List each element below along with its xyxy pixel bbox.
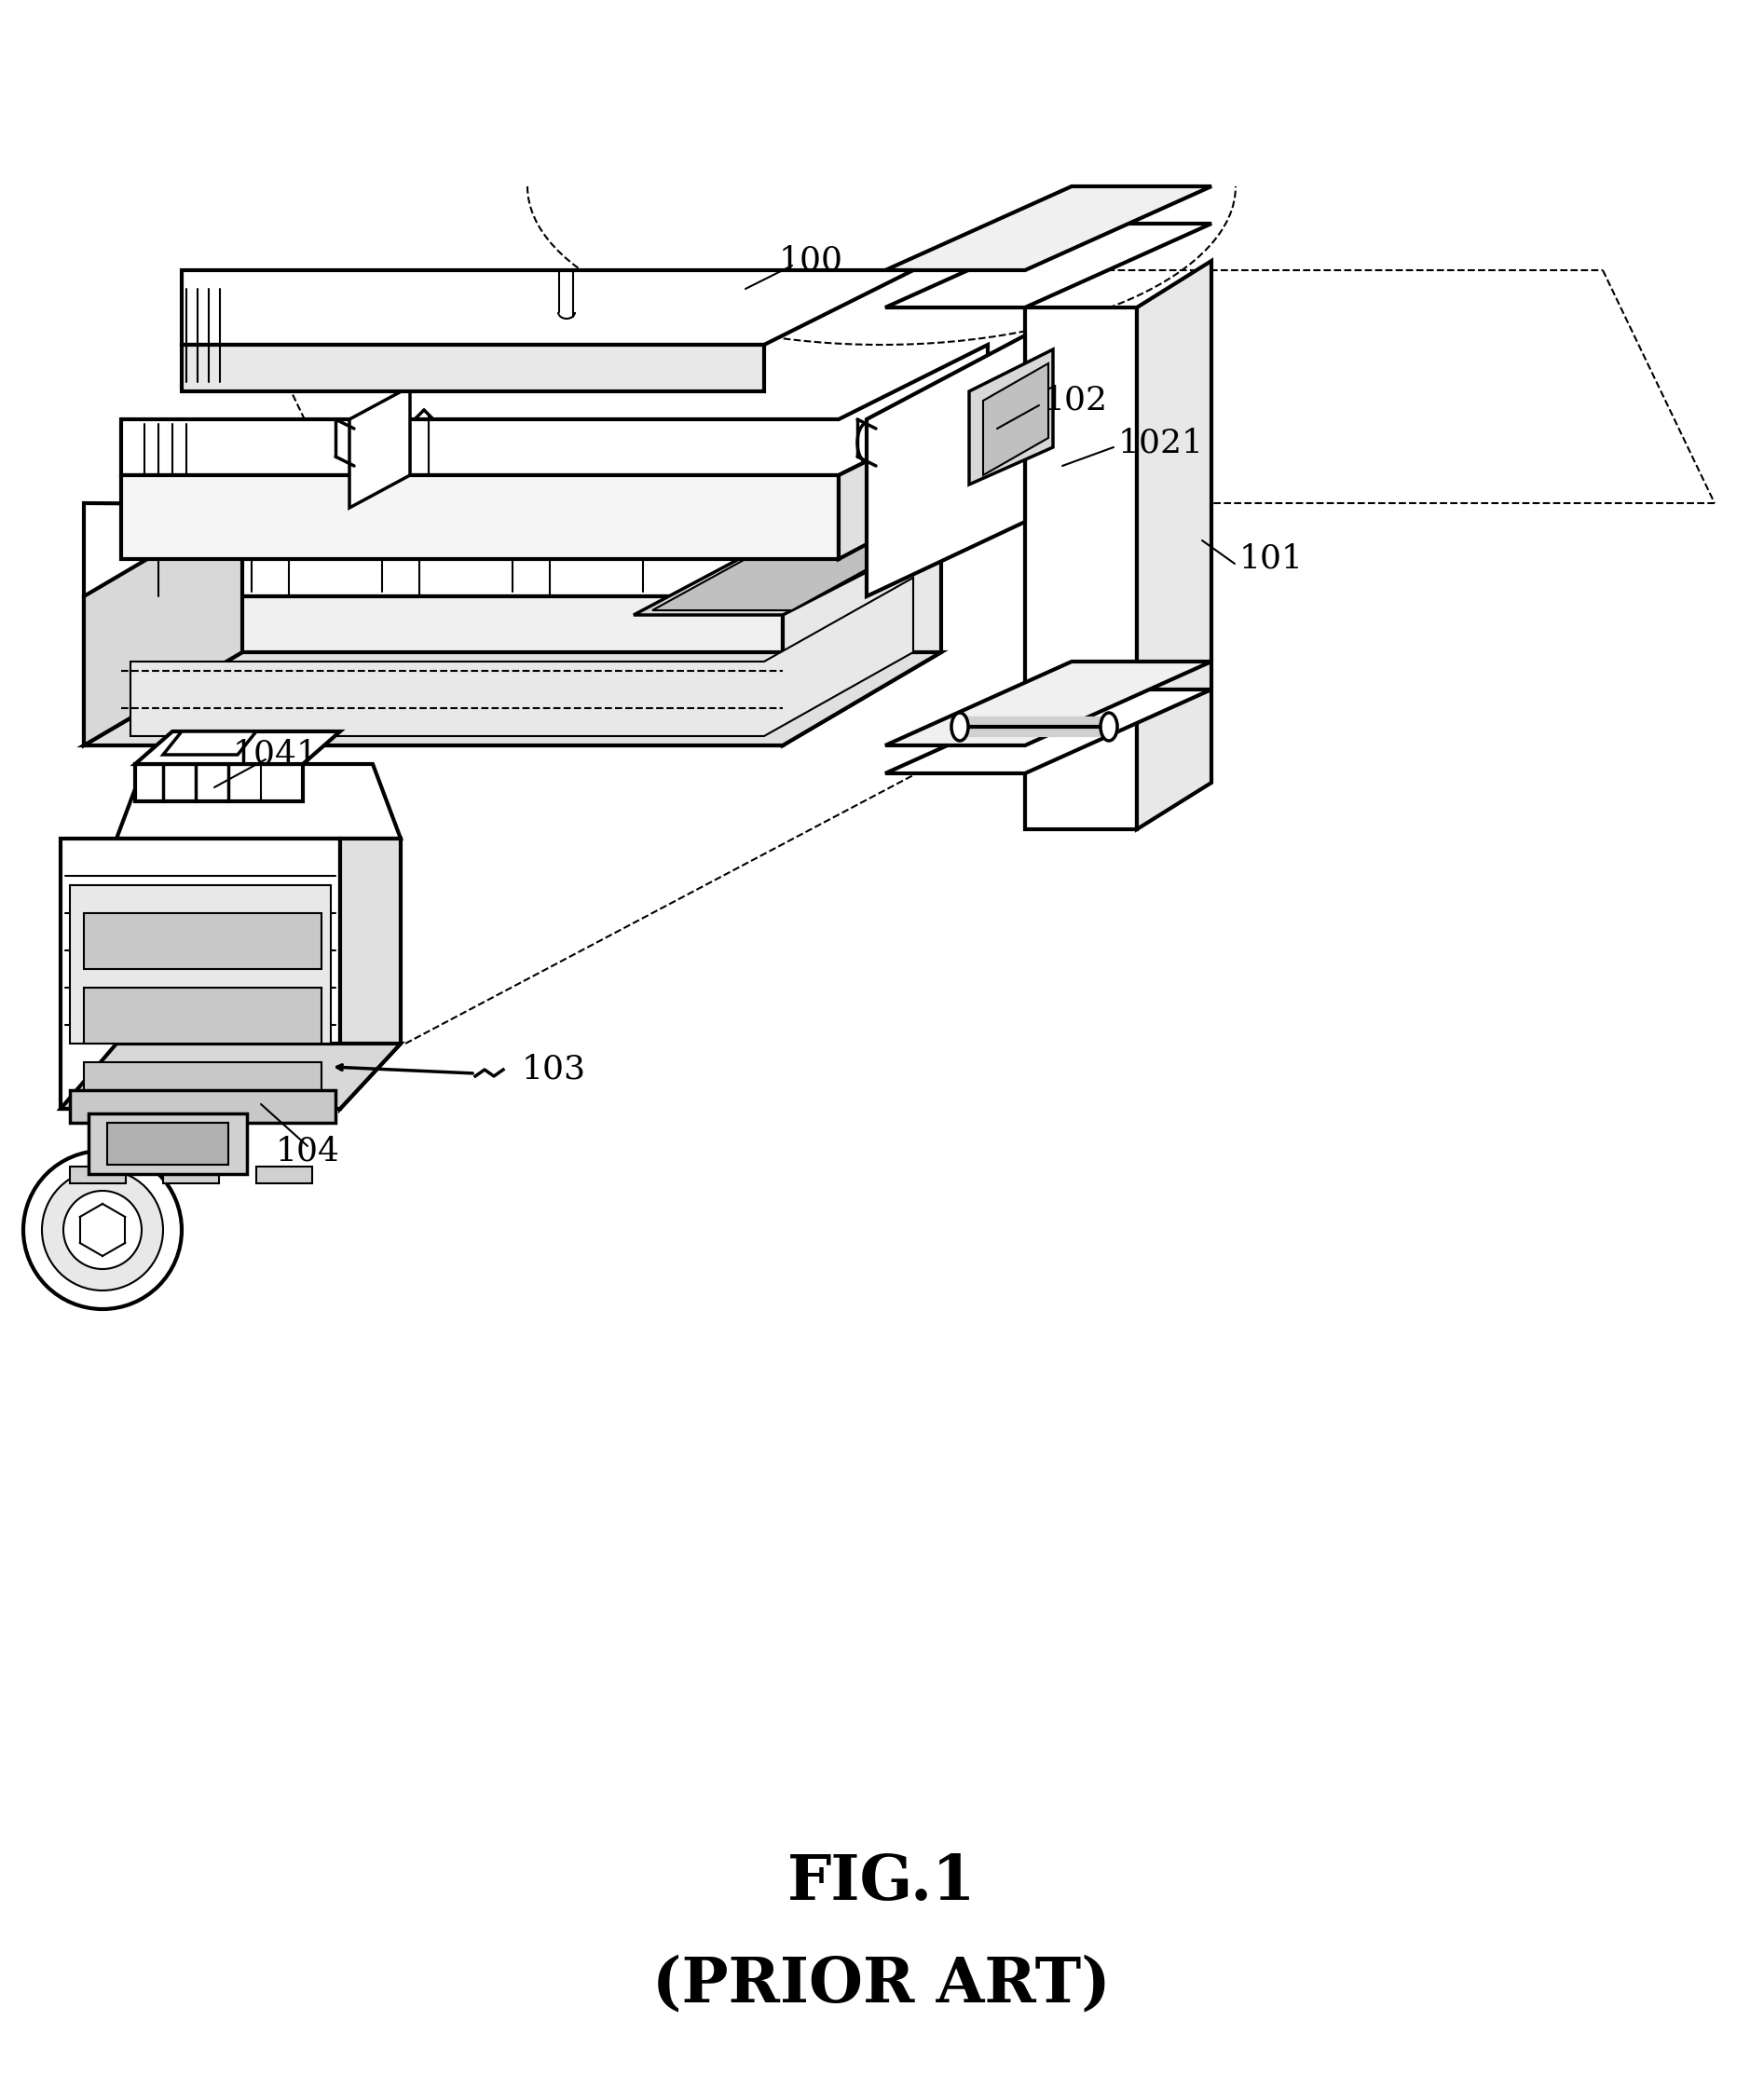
- Polygon shape: [136, 765, 303, 802]
- Circle shape: [23, 1151, 182, 1310]
- Polygon shape: [886, 224, 1212, 307]
- Polygon shape: [85, 652, 942, 746]
- Polygon shape: [122, 474, 838, 560]
- Bar: [71, 1166, 125, 1182]
- Polygon shape: [886, 186, 1212, 269]
- Polygon shape: [182, 345, 764, 391]
- Polygon shape: [340, 838, 400, 1109]
- Polygon shape: [886, 662, 1212, 746]
- Polygon shape: [71, 1090, 335, 1122]
- Text: 104: 104: [275, 1134, 340, 1166]
- Polygon shape: [71, 886, 332, 1044]
- Polygon shape: [886, 689, 1212, 773]
- Polygon shape: [633, 535, 937, 614]
- Polygon shape: [866, 336, 1025, 595]
- Text: 100: 100: [778, 244, 843, 276]
- Text: 101: 101: [1240, 543, 1304, 574]
- Circle shape: [64, 1191, 141, 1268]
- Polygon shape: [256, 520, 358, 551]
- Polygon shape: [85, 913, 321, 969]
- Polygon shape: [383, 520, 485, 551]
- Text: 102: 102: [1044, 384, 1108, 416]
- Bar: [162, 1166, 219, 1182]
- Polygon shape: [983, 363, 1048, 474]
- Polygon shape: [85, 595, 783, 746]
- Polygon shape: [1025, 307, 1136, 829]
- Polygon shape: [162, 731, 256, 754]
- Polygon shape: [136, 731, 340, 765]
- Polygon shape: [85, 1061, 321, 1118]
- Polygon shape: [122, 345, 988, 474]
- Polygon shape: [633, 520, 736, 551]
- Polygon shape: [653, 539, 923, 610]
- Polygon shape: [131, 579, 914, 735]
- Bar: [256, 1166, 312, 1182]
- Polygon shape: [85, 503, 242, 746]
- Ellipse shape: [1101, 712, 1117, 742]
- Text: (PRIOR ART): (PRIOR ART): [653, 1955, 1111, 2016]
- Text: 103: 103: [522, 1053, 586, 1086]
- Polygon shape: [838, 401, 988, 560]
- Polygon shape: [60, 1044, 400, 1109]
- Ellipse shape: [951, 712, 968, 742]
- Polygon shape: [968, 349, 1053, 485]
- Text: FIG.1: FIG.1: [787, 1851, 975, 1911]
- Polygon shape: [60, 838, 340, 1109]
- Polygon shape: [783, 503, 942, 746]
- Polygon shape: [108, 1122, 228, 1166]
- Polygon shape: [131, 520, 233, 551]
- Text: 1021: 1021: [1118, 426, 1205, 457]
- Polygon shape: [85, 414, 942, 595]
- Polygon shape: [233, 269, 1715, 503]
- Polygon shape: [508, 520, 610, 551]
- Polygon shape: [182, 269, 914, 345]
- Text: 1041: 1041: [233, 740, 319, 771]
- Polygon shape: [116, 765, 400, 838]
- Polygon shape: [349, 386, 409, 508]
- Circle shape: [42, 1170, 162, 1291]
- Polygon shape: [85, 988, 321, 1044]
- Polygon shape: [1136, 261, 1212, 829]
- Polygon shape: [88, 1113, 247, 1174]
